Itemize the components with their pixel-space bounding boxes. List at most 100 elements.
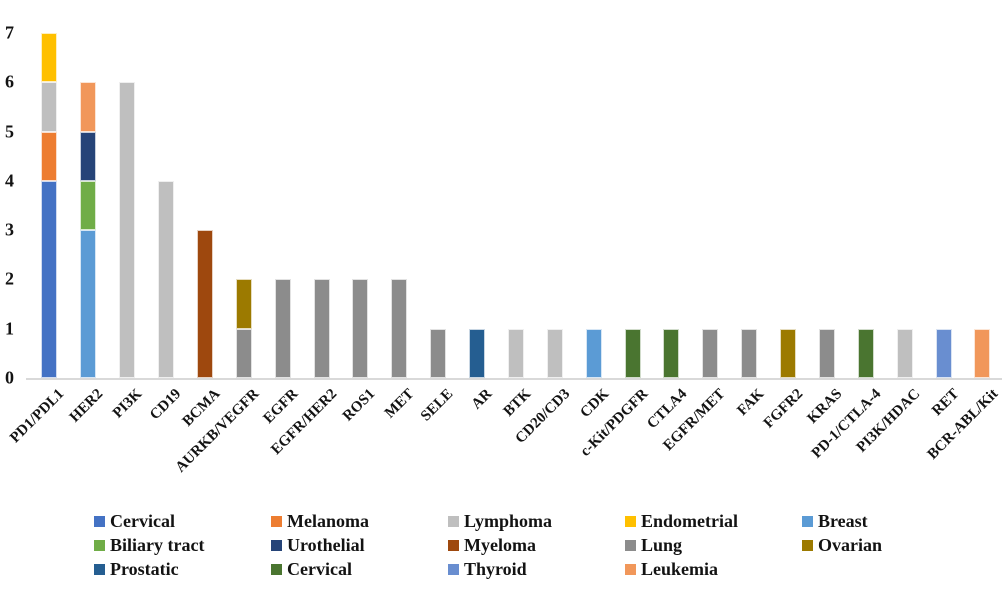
bar-EGFR/HER2 — [313, 279, 330, 378]
bar-segment — [857, 328, 874, 378]
bar-segment — [896, 328, 913, 378]
bar-slot — [341, 33, 380, 378]
bar-EGFR/MET — [702, 328, 719, 378]
legend-label: Leukemia — [641, 559, 719, 579]
bar-CDK — [585, 328, 602, 378]
x-axis-labels: PD1/PDL1 HER2 PI3K CD19 BCMA AURKB/VEGFR EGFR E… — [7, 386, 1001, 476]
bar-slot — [458, 33, 497, 378]
bar-segment — [663, 328, 680, 378]
y-tick-label: 0 — [5, 367, 14, 388]
bar-slot — [147, 33, 186, 378]
bar-segment — [507, 328, 524, 378]
y-tick-label: 3 — [5, 219, 14, 240]
y-tick-label: 7 — [5, 22, 14, 43]
bar-segment — [974, 328, 991, 378]
bar-ROS1 — [352, 279, 369, 378]
legend-label: Cervical — [110, 511, 175, 531]
legend-label: Ovarian — [818, 535, 883, 555]
bar-BCMA — [196, 230, 213, 378]
bar-slot — [186, 33, 225, 378]
bar-FAK — [741, 328, 758, 378]
bar-segment — [780, 328, 797, 378]
bar-PD1/PDL1 — [41, 33, 58, 378]
legend-swatch-icon — [94, 563, 105, 575]
bar-RET — [935, 328, 952, 378]
legend-label: Endometrial — [641, 511, 738, 531]
bar-slot — [497, 33, 536, 378]
legend-label: Biliary tract — [110, 535, 205, 555]
bar-slot — [652, 33, 691, 378]
bar-PI3K/HDAC — [896, 328, 913, 378]
bar-segment — [158, 180, 175, 378]
bar-segment — [196, 230, 213, 378]
legend-swatch-icon — [448, 515, 459, 527]
legend-item: Cervical — [271, 557, 448, 581]
legend-label: Cervical — [287, 559, 352, 579]
legend-item: Thyroid — [448, 557, 625, 581]
bar-segment — [41, 131, 58, 181]
legend-label: Breast — [818, 511, 868, 531]
legend-item: Endometrial — [625, 509, 802, 533]
bar-segment — [741, 328, 758, 378]
legend-swatch-icon — [625, 563, 636, 575]
plot-area — [30, 33, 1002, 378]
bar-CTLA4 — [663, 328, 680, 378]
legend-item: Breast — [802, 509, 882, 533]
legend-label: Prostatic — [110, 559, 179, 579]
bar-slot — [963, 33, 1002, 378]
bar-KRAS — [818, 328, 835, 378]
bar-FGFR2 — [780, 328, 797, 378]
legend-label: Myeloma — [464, 535, 536, 555]
bar-slot — [224, 33, 263, 378]
bar-segment — [469, 328, 486, 378]
legend-item: Urothelial — [271, 533, 448, 557]
bar-AR — [469, 328, 486, 378]
bar-slot — [302, 33, 341, 378]
bar-slot — [263, 33, 302, 378]
legend-swatch-icon — [625, 539, 636, 551]
bar-segment — [41, 82, 58, 132]
bar-CD20/CD3 — [546, 328, 563, 378]
bar-HER2 — [80, 82, 97, 378]
bar-segment — [702, 328, 719, 378]
bar-slot — [808, 33, 847, 378]
legend-swatch-icon — [802, 539, 813, 551]
legend-swatch-icon — [625, 515, 636, 527]
bar-slot — [69, 33, 108, 378]
y-tick-label: 2 — [5, 269, 14, 290]
bar-segment — [80, 230, 97, 378]
bar-SELE — [430, 328, 447, 378]
bar-CD19 — [158, 180, 175, 378]
bar-segment — [80, 131, 97, 181]
bar-segment — [430, 328, 447, 378]
bar-slot — [535, 33, 574, 378]
bar-AURKB/VEGFR — [235, 279, 252, 378]
legend-item: Lymphoma — [448, 509, 625, 533]
x-axis-line — [26, 378, 1002, 380]
bar-segment — [546, 328, 563, 378]
bar-slot — [108, 33, 147, 378]
y-tick-label: 5 — [5, 121, 14, 142]
bar-slot — [730, 33, 769, 378]
bar-segment — [235, 279, 252, 329]
legend-item: Cervical — [94, 509, 271, 533]
bar-segment — [624, 328, 641, 378]
bar-EGFR — [274, 279, 291, 378]
legend-item: Lung — [625, 533, 802, 557]
y-tick-label: 1 — [5, 318, 14, 339]
legend-swatch-icon — [271, 539, 282, 551]
bar-BTK — [507, 328, 524, 378]
legend-item: Biliary tract — [94, 533, 271, 557]
bar-segment — [80, 82, 97, 132]
bar-segment — [80, 180, 97, 231]
y-axis: 0 1 2 3 4 5 6 7 — [0, 24, 15, 387]
bar-PD-1/CTLA-4 — [857, 328, 874, 378]
bar-segment — [352, 279, 369, 378]
bar-slot — [924, 33, 963, 378]
bar-slot — [769, 33, 808, 378]
legend-label: Lung — [641, 535, 683, 555]
bar-c-Kit/PDGFR — [624, 328, 641, 378]
bar-slot — [691, 33, 730, 378]
legend-swatch-icon — [271, 563, 282, 575]
